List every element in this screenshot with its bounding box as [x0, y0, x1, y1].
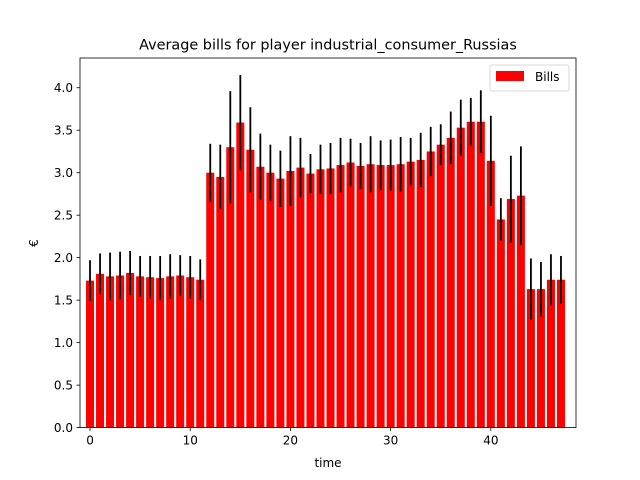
bar: [506, 199, 515, 428]
legend: Bills: [489, 64, 570, 92]
y-tick-label: 0.5: [54, 378, 73, 392]
x-tick-label: 20: [283, 434, 298, 448]
bar: [516, 195, 525, 428]
bar: [446, 137, 455, 428]
bar: [156, 278, 165, 428]
y-tick-label: 1.0: [54, 336, 73, 350]
bar: [216, 176, 225, 428]
bar: [406, 161, 415, 428]
bar: [296, 167, 305, 428]
bar: [456, 127, 465, 428]
bar: [306, 173, 315, 428]
x-tick-label: 10: [183, 434, 198, 448]
chart-title: Average bills for player industrial_cons…: [139, 38, 517, 54]
bar: [176, 275, 185, 428]
bar: [496, 219, 505, 428]
bar: [536, 289, 545, 428]
x-tick-label: 0: [86, 434, 94, 448]
bar: [256, 166, 265, 428]
legend-label-bills: Bills: [535, 70, 560, 84]
bar: [416, 159, 425, 428]
bar: [236, 122, 245, 428]
y-tick-label: 3.5: [54, 124, 73, 138]
bar: [396, 164, 405, 428]
x-tick-label: 30: [383, 434, 398, 448]
y-axis-label: €: [27, 239, 41, 247]
y-tick-label: 1.5: [54, 293, 73, 307]
bar: [276, 178, 285, 428]
x-axis-ticks: 0 10 20 30 40: [86, 427, 498, 448]
bar: [316, 169, 325, 428]
bar: [546, 279, 555, 428]
bar: [366, 164, 375, 428]
bar: [106, 276, 115, 428]
bar: [136, 276, 145, 428]
legend-swatch-bills: [496, 71, 524, 81]
bars-group: [86, 121, 565, 428]
bar: [166, 276, 175, 428]
bar: [186, 277, 195, 428]
error-bars-group: [89, 74, 562, 320]
bar: [336, 165, 345, 428]
bar: [436, 144, 445, 428]
axes-frame: [79, 57, 577, 429]
bar: [226, 147, 235, 428]
bar: [286, 171, 295, 428]
bar: [86, 280, 95, 428]
y-tick-label: 0.0: [54, 421, 73, 435]
bar: [246, 149, 255, 428]
bar: [466, 121, 475, 428]
y-axis-ticks: 0.0 0.5 1.0 1.5 2.0 2.5 3.0 3.5 4.0: [54, 81, 80, 435]
x-axis-label: time: [314, 456, 341, 470]
bar: [376, 165, 385, 428]
bar: [146, 277, 155, 428]
y-tick-label: 4.0: [54, 81, 73, 95]
bar: [386, 165, 395, 428]
bar: [116, 275, 125, 428]
x-tick-label: 40: [483, 434, 498, 448]
plot-area: [79, 57, 577, 429]
bar: [266, 172, 275, 428]
bar: [346, 162, 355, 428]
bar: [196, 279, 205, 428]
bar: [486, 160, 495, 428]
bar: [526, 289, 535, 428]
y-tick-label: 2.0: [54, 251, 73, 265]
bar: [96, 273, 105, 428]
bar: [126, 272, 135, 428]
bar: [556, 279, 565, 428]
bar: [356, 165, 365, 428]
bar: [206, 172, 215, 428]
bar: [476, 121, 485, 428]
bar: [426, 151, 435, 428]
bar: [326, 168, 335, 428]
y-tick-label: 3.0: [54, 166, 73, 180]
y-tick-label: 2.5: [54, 208, 73, 222]
